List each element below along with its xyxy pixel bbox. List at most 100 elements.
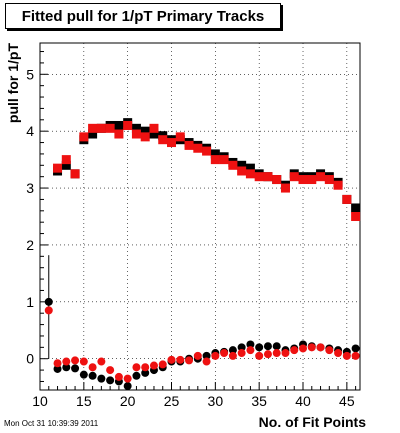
x-tick-label: 30 [208,393,224,409]
data-point-square [140,132,150,142]
data-point-circle [132,371,141,380]
data-point-circle [237,349,246,358]
data-point-square [280,183,290,193]
data-point-circle [149,361,158,370]
data-point-square [254,172,264,182]
data-point-square [88,123,98,133]
data-point-square [105,123,115,133]
data-point-circle [114,372,123,381]
data-point-square [210,155,220,165]
data-point-circle [62,363,71,372]
data-point-circle [106,366,115,375]
footer-timestamp: Mon Oct 31 10:39:39 2011 [4,419,99,428]
data-point-circle [62,357,71,366]
data-point-square [237,166,247,176]
data-point-square [333,180,343,190]
data-point-circle [307,343,316,352]
data-point-circle [44,306,53,315]
data-point-circle [71,356,80,365]
data-point-circle [255,343,264,352]
data-point-square [131,129,141,139]
data-point-circle [263,342,272,351]
x-tick-label: 10 [32,393,48,409]
data-point-square [131,123,141,133]
y-tick-label: 4 [26,123,34,139]
data-point-circle [88,371,97,380]
data-point-square [324,175,334,185]
data-point-circle [88,363,97,372]
x-tick-label: 25 [164,393,180,409]
chart-title: Fitted pull for 1/pT Primary Tracks [5,3,281,29]
y-tick-label: 0 [26,351,34,367]
data-point-circle [211,351,220,360]
y-tick-label: 1 [26,294,34,310]
data-point-circle [228,346,237,355]
data-point-circle [281,349,290,358]
data-point-square [202,146,212,156]
data-point-circle [255,351,264,360]
x-tick-label: 45 [339,393,355,409]
data-point-circle [79,370,88,379]
data-point-circle [158,360,167,369]
y-tick-label: 3 [26,180,34,196]
data-point-circle [228,351,237,360]
data-point-circle [97,374,106,383]
data-point-square [88,129,98,139]
data-point-square [158,135,168,145]
data-point-square [193,143,203,153]
data-point-square [219,155,229,165]
data-point-circle [334,349,343,358]
data-point-square [351,212,361,221]
data-point-square [210,149,220,159]
data-point-circle [123,374,132,383]
data-point-square [167,138,177,148]
data-point-circle [272,349,281,358]
data-point-circle [167,355,176,364]
x-tick-label: 15 [76,393,92,409]
data-point-square [237,160,247,170]
data-point-square [96,123,106,133]
data-point-square [53,163,63,173]
data-point-square [351,203,361,213]
data-point-circle [237,343,246,352]
data-point-circle [351,344,360,353]
data-point-circle [79,357,88,366]
data-point-square [307,175,317,185]
data-point-circle [342,351,351,360]
data-point-circle [202,351,211,360]
data-point-circle [141,363,150,372]
data-point-square [79,132,89,142]
data-point-circle [176,355,185,364]
data-point-square [114,120,124,130]
data-point-square [149,129,159,139]
data-point-square [289,172,299,182]
data-point-square [70,169,80,179]
data-point-circle [290,346,299,355]
x-tick-label: 35 [251,393,267,409]
data-point-circle [97,357,106,366]
data-point-circle [53,359,62,368]
data-point-circle [44,297,53,306]
data-point-circle [141,368,150,377]
data-point-square [61,155,71,165]
plot-frame [39,42,361,391]
data-point-square [272,175,282,185]
data-point-circle [263,350,272,359]
data-point-square [228,160,238,170]
data-point-square [245,169,255,179]
data-point-square [245,163,255,173]
data-point-circle [299,344,308,353]
y-tick-label: 5 [26,66,34,82]
data-point-circle [246,346,255,355]
x-axis-title: No. of Fit Points [259,414,367,430]
data-point-square [175,132,185,142]
data-point-circle [220,349,229,358]
data-point-square [316,172,326,182]
data-point-circle [325,346,334,355]
data-point-square [184,140,194,150]
data-point-circle [123,382,132,391]
data-point-circle [185,356,194,365]
data-point-circle [132,363,141,372]
data-point-circle [106,376,115,385]
data-point-square [123,120,133,130]
